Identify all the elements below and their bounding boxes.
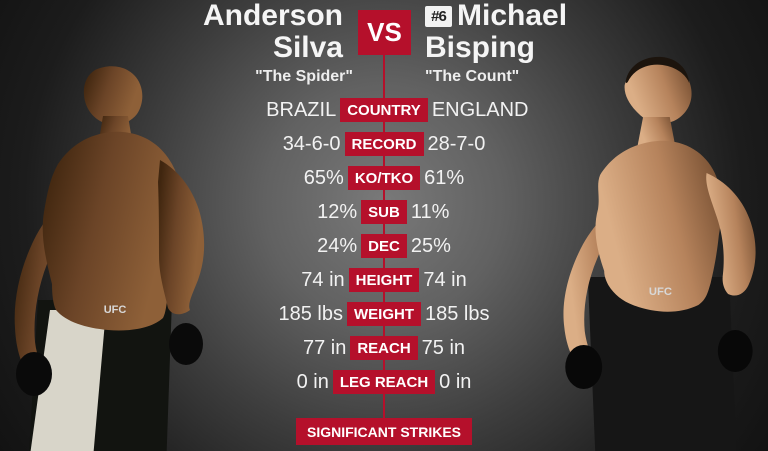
svg-text:UFC: UFC [649, 286, 672, 298]
svg-text:UFC: UFC [104, 304, 127, 316]
